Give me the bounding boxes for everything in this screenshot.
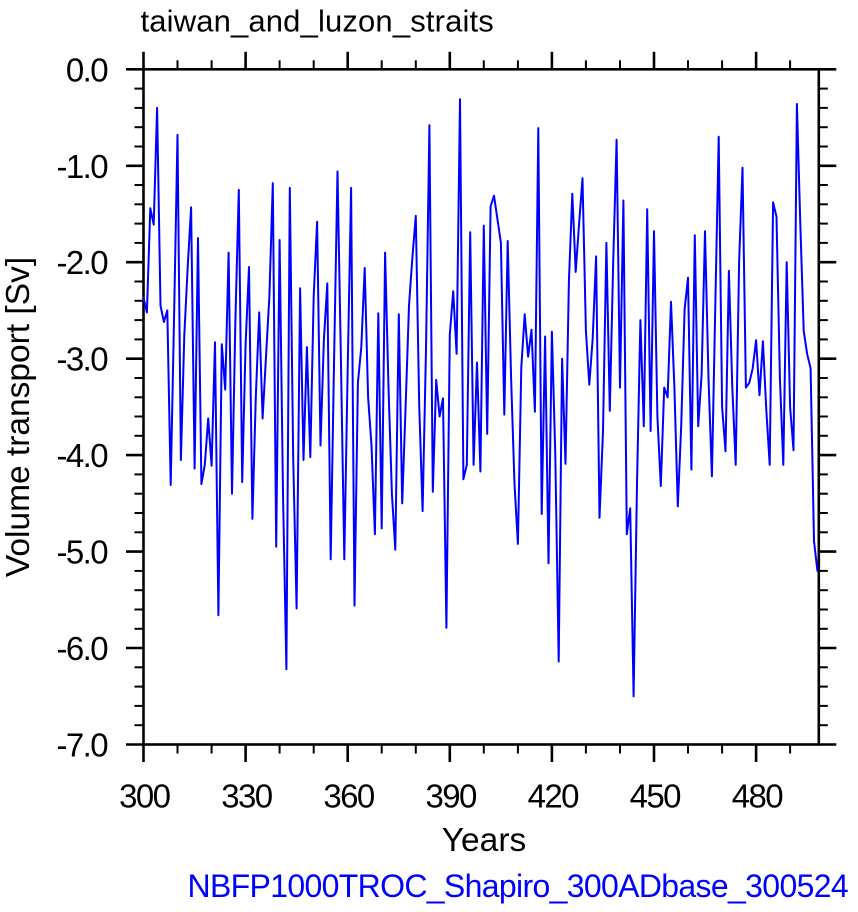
svg-text:Volume transport [Sv]: Volume transport [Sv] <box>0 257 37 577</box>
svg-text:420: 420 <box>528 778 580 815</box>
svg-text:-3.0: -3.0 <box>57 341 109 378</box>
svg-text:-5.0: -5.0 <box>57 534 109 571</box>
svg-text:480: 480 <box>732 778 784 815</box>
svg-text:-6.0: -6.0 <box>57 630 109 667</box>
svg-text:NBFP1000TROC_Shapiro_300ADbase: NBFP1000TROC_Shapiro_300ADbase_300524 <box>188 868 848 904</box>
svg-text:330: 330 <box>221 778 273 815</box>
svg-text:Years: Years <box>442 822 526 859</box>
svg-text:390: 390 <box>425 778 477 815</box>
svg-text:-2.0: -2.0 <box>57 244 109 281</box>
svg-text:450: 450 <box>630 778 682 815</box>
svg-text:0.0: 0.0 <box>66 51 108 88</box>
svg-text:-7.0: -7.0 <box>57 727 109 764</box>
svg-text:360: 360 <box>323 778 375 815</box>
svg-text:taiwan_and_luzon_straits: taiwan_and_luzon_straits <box>141 4 494 39</box>
svg-text:-4.0: -4.0 <box>57 437 109 474</box>
svg-text:300: 300 <box>119 778 171 815</box>
svg-text:-1.0: -1.0 <box>57 148 109 185</box>
